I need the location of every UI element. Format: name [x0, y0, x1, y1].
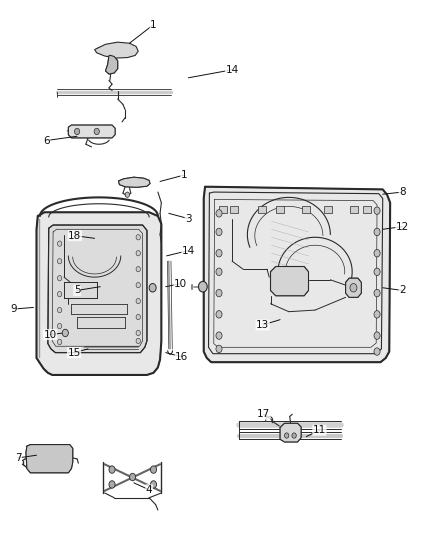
Text: 18: 18	[68, 231, 81, 241]
FancyBboxPatch shape	[230, 206, 238, 213]
Text: 12: 12	[396, 222, 409, 232]
FancyBboxPatch shape	[363, 206, 371, 213]
Text: 8: 8	[399, 187, 406, 197]
Circle shape	[94, 128, 99, 135]
FancyBboxPatch shape	[324, 206, 332, 213]
Text: 2: 2	[399, 286, 406, 295]
Text: 1: 1	[150, 20, 157, 30]
Circle shape	[216, 268, 222, 276]
Circle shape	[109, 481, 115, 488]
Circle shape	[216, 332, 222, 340]
Circle shape	[216, 209, 222, 217]
Circle shape	[198, 281, 207, 292]
Circle shape	[216, 311, 222, 318]
Polygon shape	[271, 266, 308, 296]
Polygon shape	[106, 55, 118, 74]
Circle shape	[136, 282, 141, 288]
Circle shape	[57, 308, 62, 313]
Text: 13: 13	[256, 320, 269, 330]
Circle shape	[57, 276, 62, 281]
Circle shape	[216, 345, 222, 353]
Circle shape	[374, 332, 380, 340]
Circle shape	[149, 284, 156, 292]
Circle shape	[125, 192, 130, 197]
Text: 10: 10	[174, 279, 187, 288]
Polygon shape	[346, 278, 361, 297]
Circle shape	[74, 128, 80, 135]
Polygon shape	[36, 212, 161, 375]
Text: 11: 11	[313, 425, 326, 435]
Circle shape	[216, 289, 222, 297]
Circle shape	[57, 259, 62, 264]
Text: 6: 6	[43, 135, 50, 146]
Text: 17: 17	[257, 409, 270, 419]
Circle shape	[292, 433, 296, 438]
Circle shape	[136, 251, 141, 256]
Text: 14: 14	[182, 246, 195, 255]
Polygon shape	[26, 445, 73, 473]
Circle shape	[57, 292, 62, 297]
Text: 14: 14	[226, 65, 239, 75]
FancyBboxPatch shape	[350, 206, 358, 213]
Text: 9: 9	[11, 304, 17, 314]
Polygon shape	[68, 125, 115, 138]
Circle shape	[57, 324, 62, 329]
Circle shape	[130, 473, 136, 481]
Polygon shape	[119, 177, 150, 187]
Circle shape	[150, 481, 156, 488]
Circle shape	[216, 249, 222, 257]
Circle shape	[374, 207, 380, 214]
Circle shape	[374, 249, 380, 257]
Circle shape	[62, 329, 68, 337]
Circle shape	[136, 338, 141, 344]
Text: 15: 15	[67, 348, 81, 358]
Circle shape	[374, 289, 380, 297]
Circle shape	[57, 241, 62, 246]
FancyBboxPatch shape	[302, 206, 310, 213]
FancyBboxPatch shape	[258, 206, 266, 213]
Circle shape	[136, 330, 141, 336]
Polygon shape	[48, 225, 147, 353]
Circle shape	[109, 466, 115, 473]
Circle shape	[285, 433, 289, 438]
Circle shape	[374, 228, 380, 236]
Polygon shape	[204, 187, 390, 362]
Text: 7: 7	[15, 453, 21, 463]
Polygon shape	[95, 42, 138, 58]
FancyBboxPatch shape	[276, 206, 284, 213]
Circle shape	[136, 235, 141, 240]
Circle shape	[150, 466, 156, 473]
Circle shape	[57, 340, 62, 345]
Text: 4: 4	[146, 485, 152, 495]
FancyBboxPatch shape	[219, 206, 227, 213]
Text: 1: 1	[181, 170, 187, 180]
Circle shape	[374, 348, 380, 356]
Text: 3: 3	[185, 214, 192, 224]
Text: 10: 10	[43, 329, 57, 340]
Polygon shape	[280, 423, 301, 442]
Circle shape	[136, 298, 141, 304]
Text: 16: 16	[175, 352, 188, 362]
Circle shape	[374, 311, 380, 318]
Circle shape	[350, 284, 357, 292]
Circle shape	[216, 228, 222, 236]
Circle shape	[136, 314, 141, 320]
Circle shape	[136, 266, 141, 272]
Text: 5: 5	[74, 286, 81, 295]
Circle shape	[374, 268, 380, 276]
